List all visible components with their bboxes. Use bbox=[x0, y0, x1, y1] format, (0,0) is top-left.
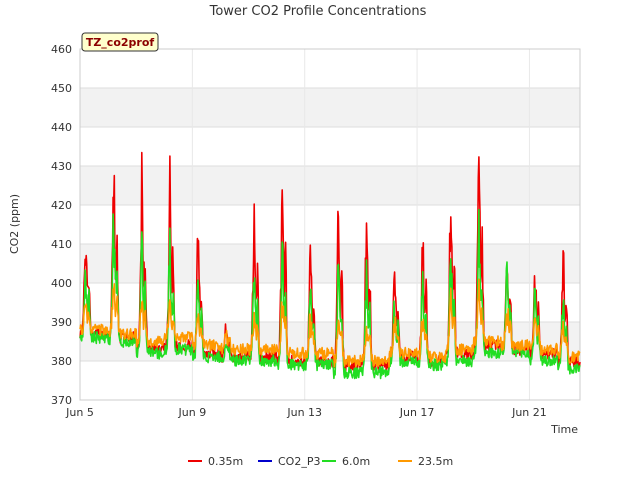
y-tick-label: 410 bbox=[51, 238, 72, 251]
x-tick-label: Jun 21 bbox=[511, 406, 547, 419]
legend: 0.35m CO2_P3 6.0m 23.5m bbox=[188, 455, 453, 468]
y-axis-label: CO2 (ppm) bbox=[8, 194, 21, 254]
y-tick-label: 420 bbox=[51, 199, 72, 212]
plot-background-bands bbox=[80, 88, 580, 361]
x-tick-label: Jun 13 bbox=[286, 406, 322, 419]
x-axis-ticks: Jun 5 Jun 9 Jun 13 Jun 17 Jun 21 bbox=[65, 406, 547, 419]
legend-label: CO2_P3 bbox=[278, 455, 320, 468]
background-band bbox=[80, 88, 580, 127]
background-band bbox=[80, 166, 580, 205]
y-tick-label: 430 bbox=[51, 160, 72, 173]
plot-border bbox=[79, 48, 581, 401]
y-axis-ticks: 370 380 390 400 410 420 430 440 450 460 bbox=[51, 43, 72, 407]
site-badge-label: TZ_co2prof bbox=[86, 36, 155, 49]
x-tick-label: Jun 9 bbox=[178, 406, 207, 419]
y-tick-label: 460 bbox=[51, 43, 72, 56]
site-badge-box bbox=[81, 32, 159, 52]
legend-label: 0.35m bbox=[208, 455, 243, 468]
y-tick-label: 400 bbox=[51, 277, 72, 290]
series-layer bbox=[79, 151, 581, 380]
y-tick-label: 370 bbox=[51, 394, 72, 407]
y-tick-label: 450 bbox=[51, 82, 72, 95]
background-band bbox=[80, 244, 580, 283]
y-tick-label: 390 bbox=[51, 316, 72, 329]
series-line-6-0m bbox=[79, 208, 581, 380]
x-tick-label: Jun 5 bbox=[65, 406, 94, 419]
legend-label: 23.5m bbox=[418, 455, 453, 468]
series-line-23-5m bbox=[79, 278, 581, 368]
y-tick-label: 380 bbox=[51, 355, 72, 368]
legend-label: 6.0m bbox=[342, 455, 370, 468]
chart-title: Tower CO2 Profile Concentrations bbox=[209, 4, 427, 19]
x-axis-label: Time bbox=[550, 423, 578, 436]
x-tick-label: Jun 17 bbox=[399, 406, 435, 419]
y-tick-label: 440 bbox=[51, 121, 72, 134]
site-badge: TZ_co2prof bbox=[81, 32, 159, 52]
